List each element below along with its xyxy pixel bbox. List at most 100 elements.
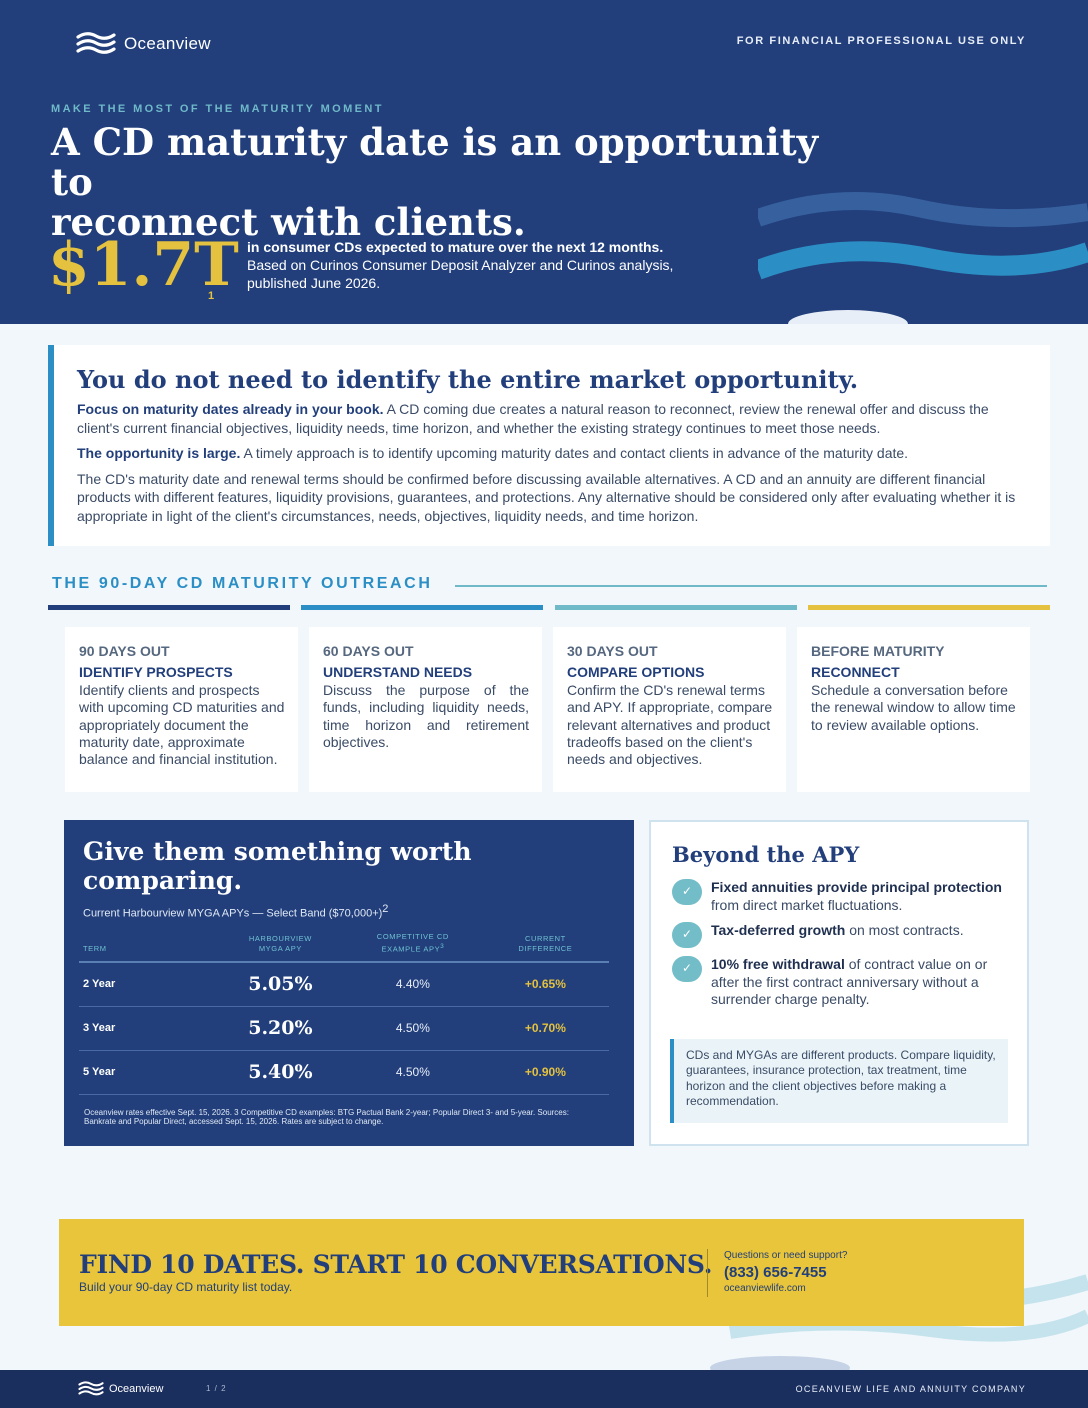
rates-table-header: TERM HARBOURVIEW MYGA APY COMPETITIVE CD E… — [79, 925, 609, 964]
cta-divider — [707, 1249, 708, 1297]
benefit-rest: on most contracts. — [845, 922, 964, 938]
intro-heading: You do not need to identify the entire m… — [77, 365, 859, 394]
row-term: 2 Year — [79, 962, 217, 1007]
step-card-60-days: 60 DAYS OUT UNDERSTAND NEEDS Discuss the… — [309, 627, 542, 792]
footer-brand-logo[interactable]: Oceanview — [78, 1380, 163, 1398]
intro-p2-text: A timely approach is to identify upcomin… — [240, 445, 909, 461]
table-row: 5 Year 5.40% 4.50% +0.90% — [79, 1050, 609, 1095]
step-days: 60 DAYS OUT — [323, 643, 414, 659]
cta-subheading: Build your 90-day CD maturity list today… — [79, 1280, 293, 1294]
footer-brand-name: Oceanview — [109, 1383, 164, 1395]
compare-subtitle: Current Harbourview MYGA APYs — Select B… — [83, 903, 609, 920]
step-days: BEFORE MATURITY — [811, 643, 945, 659]
col-myga-line1: HARBOURVIEW — [248, 934, 312, 944]
outreach-rule — [455, 585, 1047, 587]
support-phone-link[interactable]: (833) 656-7455 — [724, 1264, 827, 1281]
step-bar-2 — [301, 605, 543, 610]
benefit-bold: Fixed annuities provide principal protec… — [711, 879, 1002, 895]
page-header: Oceanview FOR FINANCIAL PROFESSIONAL USE… — [0, 0, 1088, 324]
step-title: IDENTIFY PROSPECTS — [79, 664, 233, 680]
waves-logo-icon — [78, 1381, 104, 1396]
col-diff-line2: DIFFERENCE — [518, 944, 573, 954]
benefit-text: Fixed annuities provide principal protec… — [711, 879, 1007, 914]
cta-heading: FIND 10 DATES. START 10 CONVERSATIONS. — [79, 1250, 713, 1279]
step-days: 30 DAYS OUT — [567, 643, 658, 659]
benefit-text: Tax-deferred growth on most contracts. — [711, 922, 964, 940]
rate-comparison-panel: Give them something worth comparing. Cur… — [64, 820, 634, 1146]
intro-paragraph-3: The CD's maturity date and renewal terms… — [77, 470, 1016, 524]
page-footer: Oceanview 1 / 2 OCEANVIEW LIFE AND ANNUI… — [0, 1370, 1088, 1408]
cta-banner: FIND 10 DATES. START 10 CONVERSATIONS. B… — [59, 1219, 1024, 1326]
compare-subtitle-footnote: 2 — [382, 903, 389, 915]
row-myga-apy: 5.20% — [216, 1006, 344, 1051]
step-title: RECONNECT — [811, 664, 900, 680]
benefit-rest: of contract value on or after the first … — [711, 956, 988, 1007]
row-difference: +0.90% — [481, 1050, 609, 1095]
stat-value: $1.7T — [48, 230, 239, 300]
intro-card: You do not need to identify the entire m… — [48, 345, 1050, 546]
table-row: 2 Year 5.05% 4.40% +0.65% — [79, 962, 609, 1007]
intro-p2-bold: The opportunity is large. — [77, 445, 241, 461]
row-difference: +0.70% — [481, 1006, 609, 1051]
decorative-waves-icon — [758, 191, 1088, 324]
beyond-apy-panel: Beyond the APY ✓ Fixed annuities provide… — [649, 820, 1029, 1146]
comparison-callout: CDs and MYGAs are different products. Co… — [670, 1039, 1008, 1123]
audience-notice: FOR FINANCIAL PROFESSIONAL USE ONLY — [736, 35, 1026, 47]
page-headline: A CD maturity date is an opportunity to … — [51, 122, 871, 242]
eyebrow-label: MAKE THE MOST OF THE MATURITY MOMENT — [51, 103, 384, 115]
step-bar-4 — [808, 605, 1050, 610]
intro-paragraph-2: The opportunity is large. A timely appro… — [77, 444, 1020, 463]
check-icon: ✓ — [672, 922, 702, 948]
intro-paragraph-1: Focus on maturity dates already in your … — [77, 400, 1020, 437]
col-myga-apy: HARBOURVIEW MYGA APY — [216, 925, 344, 964]
col-cd-line2: EXAMPLE APY — [381, 944, 441, 954]
compare-heading: Give them something worth comparing. — [83, 837, 472, 895]
benefit-bold: Tax-deferred growth — [711, 922, 846, 938]
col-term: TERM — [79, 925, 217, 964]
brand-name: Oceanview — [124, 34, 211, 53]
benefit-item: ✓ 10% free withdrawal of contract value … — [672, 956, 1007, 1009]
col-cd-footnote: 3 — [440, 942, 445, 950]
website-link[interactable]: oceanviewlife.com — [724, 1283, 806, 1294]
company-name: OCEANVIEW LIFE AND ANNUITY COMPANY — [795, 1384, 1026, 1394]
row-myga-apy: 5.05% — [216, 962, 344, 1007]
waves-logo-icon — [76, 32, 116, 54]
col-myga-line2: MYGA APY — [258, 944, 302, 954]
rates-disclosure-note: Oceanview rates effective Sept. 15, 2026… — [84, 1108, 569, 1126]
step-card-90-days: 90 DAYS OUT IDENTIFY PROSPECTS Identify … — [65, 627, 298, 792]
row-cd-apy: 4.50% — [343, 1050, 482, 1095]
row-term: 5 Year — [79, 1050, 217, 1095]
step-description: Identify clients and prospects with upco… — [79, 682, 285, 768]
step-description: Confirm the CD's renewal terms and APY. … — [567, 682, 773, 768]
col-cd-apy: COMPETITIVE CD EXAMPLE APY3 — [343, 925, 482, 964]
benefit-rest: from direct market fluctuations. — [711, 896, 903, 913]
step-card-30-days: 30 DAYS OUT COMPARE OPTIONS Confirm the … — [553, 627, 786, 792]
stat-description: in consumer CDs expected to mature over … — [247, 238, 707, 292]
check-icon: ✓ — [672, 956, 702, 982]
brand-logo[interactable]: Oceanview — [76, 30, 211, 58]
step-days: 90 DAYS OUT — [79, 643, 170, 659]
intro-p1-text: A CD coming due creates a natural reason… — [77, 401, 989, 436]
stat-footnote: 1 — [208, 290, 215, 302]
stat-source: Based on Curinos Consumer Deposit Analyz… — [247, 257, 674, 291]
benefit-item: ✓ Fixed annuities provide principal prot… — [672, 879, 1007, 914]
benefit-bold: 10% free withdrawal — [711, 956, 845, 972]
row-cd-apy: 4.50% — [343, 1006, 482, 1051]
rates-table: TERM HARBOURVIEW MYGA APY COMPETITIVE CD E… — [79, 925, 609, 1095]
page-number: 1 / 2 — [206, 1384, 227, 1393]
col-cd-line1: COMPETITIVE CD — [376, 931, 449, 941]
headline-line-2: reconnect with clients. — [51, 200, 526, 244]
compare-subtitle-text: Current Harbourview MYGA APYs — Select B… — [83, 907, 383, 920]
outreach-title: THE 90-DAY CD MATURITY OUTREACH — [52, 575, 433, 592]
col-diff-line1: CURRENT — [524, 934, 566, 944]
step-bar-3 — [555, 605, 797, 610]
benefit-text: 10% free withdrawal of contract value on… — [711, 956, 1007, 1009]
support-label: Questions or need support? — [724, 1250, 848, 1261]
row-difference: +0.65% — [481, 962, 609, 1007]
stat-bold: in consumer CDs expected to mature over … — [247, 239, 664, 255]
intro-p1-bold: Focus on maturity dates already in your … — [77, 401, 384, 417]
benefit-item: ✓ Tax-deferred growth on most contracts. — [672, 922, 1007, 948]
step-description: Schedule a conversation before the renew… — [811, 682, 1016, 733]
step-description: Discuss the purpose of the funds, includ… — [323, 682, 529, 750]
headline-line-1: A CD maturity date is an opportunity to — [51, 120, 819, 204]
